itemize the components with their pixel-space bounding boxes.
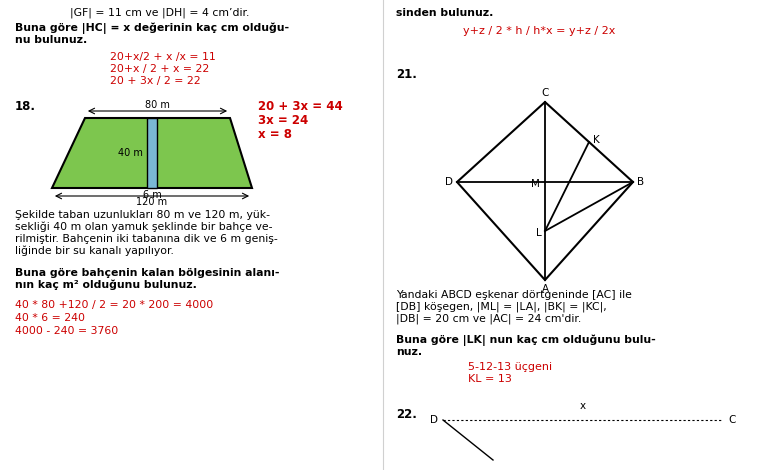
Text: 20 + 3x = 44: 20 + 3x = 44 xyxy=(258,100,342,113)
Text: 120 m: 120 m xyxy=(136,197,168,207)
Text: x = 8: x = 8 xyxy=(258,128,292,141)
Text: 80 m: 80 m xyxy=(145,100,170,110)
Text: 22.: 22. xyxy=(396,408,417,421)
Text: 6 m: 6 m xyxy=(143,190,161,200)
Text: K: K xyxy=(593,135,600,145)
Text: 21.: 21. xyxy=(396,68,417,81)
Text: L: L xyxy=(537,228,542,238)
Text: 20+x / 2 + x = 22: 20+x / 2 + x = 22 xyxy=(110,64,209,74)
Text: D: D xyxy=(445,177,453,187)
Text: 4000 - 240 = 3760: 4000 - 240 = 3760 xyxy=(15,326,119,336)
Text: Buna göre bahçenin kalan bölgesinin alanı-
nın kaç m² olduğunu bulunuz.: Buna göre bahçenin kalan bölgesinin alan… xyxy=(15,268,279,290)
Text: 40 * 6 = 240: 40 * 6 = 240 xyxy=(15,313,85,323)
Text: Şekilde taban uzunlukları 80 m ve 120 m, yük-
sekliği 40 m olan yamuk şeklinde b: Şekilde taban uzunlukları 80 m ve 120 m,… xyxy=(15,210,278,256)
Polygon shape xyxy=(147,118,157,188)
Text: Buna göre |LK| nun kaç cm olduğunu bulu-
nuz.: Buna göre |LK| nun kaç cm olduğunu bulu-… xyxy=(396,334,656,357)
Text: 18.: 18. xyxy=(15,100,36,113)
Text: C: C xyxy=(728,415,736,425)
Text: C: C xyxy=(541,88,548,98)
Text: x: x xyxy=(580,401,586,411)
Text: Buna göre |HC| = x değerinin kaç cm olduğu-
nu bulunuz.: Buna göre |HC| = x değerinin kaç cm oldu… xyxy=(15,22,289,45)
Text: M: M xyxy=(531,179,540,189)
Text: y+z / 2 * h / h*x = y+z / 2x: y+z / 2 * h / h*x = y+z / 2x xyxy=(463,26,615,36)
Text: sinden bulunuz.: sinden bulunuz. xyxy=(396,8,494,18)
Text: 20 + 3x / 2 = 22: 20 + 3x / 2 = 22 xyxy=(110,76,200,86)
Text: A: A xyxy=(541,284,548,294)
Text: 3x = 24: 3x = 24 xyxy=(258,114,308,127)
Text: 5-12-13 üçgeni
KL = 13: 5-12-13 üçgeni KL = 13 xyxy=(468,362,552,384)
Text: Yandaki ABCD eşkenar dörtgeninde [AC] ile
[DB] köşegen, |ML| = |LA|, |BK| = |KC|: Yandaki ABCD eşkenar dörtgeninde [AC] il… xyxy=(396,290,632,324)
Text: D: D xyxy=(430,415,438,425)
Text: 40 * 80 +120 / 2 = 20 * 200 = 4000: 40 * 80 +120 / 2 = 20 * 200 = 4000 xyxy=(15,300,213,310)
Polygon shape xyxy=(52,118,252,188)
Text: B: B xyxy=(637,177,644,187)
Text: 20+x/2 + x /x = 11: 20+x/2 + x /x = 11 xyxy=(110,52,216,62)
Text: |GF| = 11 cm ve |DH| = 4 cm’dir.: |GF| = 11 cm ve |DH| = 4 cm’dir. xyxy=(70,8,250,18)
Text: 40 m: 40 m xyxy=(118,148,143,158)
